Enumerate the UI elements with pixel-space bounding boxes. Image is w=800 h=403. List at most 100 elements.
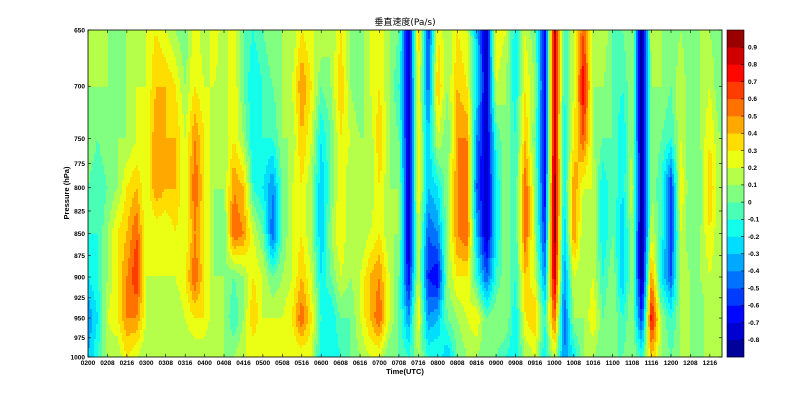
heatmap-cell (650, 99, 669, 103)
heatmap-cell (586, 42, 589, 46)
heatmap-cell (562, 30, 565, 34)
heatmap-cell (538, 135, 541, 139)
heatmap-cell (494, 120, 497, 124)
heatmap-cell (538, 81, 541, 85)
heatmap-cell (650, 72, 653, 76)
heatmap-cell (464, 63, 469, 67)
heatmap-cell (638, 57, 641, 61)
heatmap-cell (88, 141, 97, 145)
heatmap-cell (582, 57, 587, 61)
heatmap-cell (508, 36, 511, 40)
heatmap-cell (530, 78, 535, 82)
heatmap-cell (472, 93, 475, 97)
heatmap-cell (492, 102, 495, 106)
heatmap-cell (686, 138, 701, 142)
heatmap-cell (636, 60, 639, 64)
heatmap-cell (676, 78, 687, 82)
heatmap-cell (522, 57, 525, 61)
heatmap-cell (648, 57, 651, 61)
heatmap-cell (582, 78, 585, 82)
heatmap-cell (294, 102, 297, 106)
heatmap-cell (494, 111, 497, 115)
heatmap-cell (642, 81, 645, 85)
heatmap-cell (444, 75, 451, 79)
heatmap-cell (506, 81, 511, 85)
heatmap-cell (336, 33, 341, 37)
heatmap-cell (186, 66, 191, 70)
heatmap-cell (180, 87, 191, 91)
heatmap-cell (578, 72, 581, 76)
heatmap-cell (558, 111, 561, 115)
heatmap-cell (490, 72, 493, 76)
heatmap-cell (590, 42, 593, 46)
heatmap-cell (136, 99, 151, 103)
heatmap-cell (638, 87, 641, 91)
heatmap-cell (578, 42, 581, 46)
heatmap-cell (210, 30, 221, 34)
heatmap-cell (482, 42, 485, 46)
heatmap-cell (250, 108, 263, 112)
heatmap-cell (496, 48, 503, 52)
heatmap-cell (456, 60, 463, 64)
heatmap-cell (456, 54, 463, 58)
heatmap-cell (386, 126, 391, 130)
heatmap-cell (542, 60, 545, 64)
heatmap-cell (570, 123, 573, 127)
heatmap-cell (490, 96, 493, 100)
heatmap-cell (672, 96, 677, 100)
heatmap-cell (308, 132, 313, 136)
heatmap-cell (418, 63, 421, 67)
heatmap-cell (334, 84, 339, 88)
heatmap-cell (424, 120, 427, 124)
heatmap-cell (312, 111, 317, 115)
heatmap-cell (432, 57, 435, 61)
heatmap-cell (634, 69, 637, 73)
heatmap-cell (466, 81, 469, 85)
heatmap-cell (584, 132, 587, 136)
heatmap-cell (452, 30, 467, 34)
heatmap-cell (244, 72, 249, 76)
heatmap-cell (686, 102, 701, 106)
heatmap-cell (406, 141, 409, 145)
heatmap-cell (530, 36, 537, 40)
heatmap-cell (536, 57, 539, 61)
heatmap-cell (432, 93, 435, 97)
heatmap-cell (420, 63, 423, 67)
heatmap-cell (592, 84, 605, 88)
heatmap-cell (566, 105, 569, 109)
heatmap-cell (648, 135, 651, 139)
heatmap-cell (642, 99, 645, 103)
heatmap-cell (228, 126, 239, 130)
heatmap-cell (228, 54, 237, 58)
heatmap-cell (240, 36, 245, 40)
heatmap-cell (470, 48, 473, 52)
heatmap-cell (218, 51, 229, 55)
heatmap-cell (384, 36, 391, 40)
heatmap-cell (452, 45, 457, 49)
heatmap-cell (426, 111, 431, 115)
heatmap-cell (518, 126, 521, 130)
heatmap-cell (178, 39, 189, 43)
heatmap-cell (618, 114, 625, 118)
heatmap-cell (282, 60, 295, 64)
heatmap-cell (484, 126, 489, 130)
heatmap-cell (444, 57, 453, 61)
heatmap-cell (312, 123, 315, 127)
heatmap-cell (256, 42, 267, 46)
heatmap-cell (550, 39, 553, 43)
heatmap-cell (422, 111, 425, 115)
heatmap-cell (510, 30, 515, 34)
heatmap-cell (192, 126, 199, 130)
heatmap-cell (474, 138, 477, 142)
heatmap-cell (248, 99, 263, 103)
heatmap-cell (376, 123, 383, 127)
heatmap-cell (350, 42, 365, 46)
heatmap-cell (562, 138, 565, 142)
heatmap-cell (424, 78, 427, 82)
heatmap-cell (432, 129, 435, 133)
heatmap-cell (136, 105, 151, 109)
heatmap-cell (410, 129, 413, 133)
heatmap-cell (150, 123, 155, 127)
heatmap-cell (296, 87, 299, 91)
heatmap-cell (512, 87, 519, 91)
